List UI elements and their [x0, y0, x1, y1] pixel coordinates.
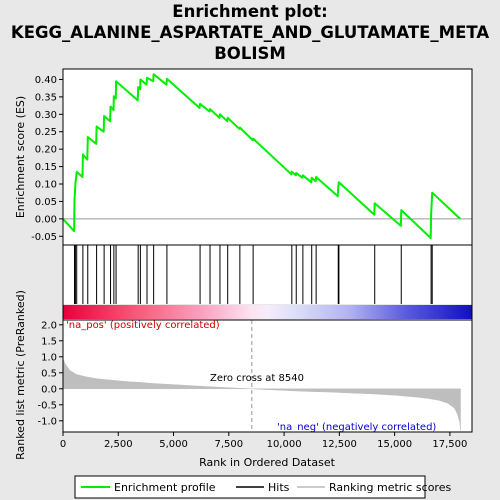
legend-hits-label: Hits	[268, 481, 290, 494]
metric-y-tick-label-1: -0.5	[37, 400, 57, 411]
hits-panel	[63, 245, 472, 304]
es-y-tick-label-9: 0.40	[35, 75, 57, 86]
x-tick-label-7: 17,500	[432, 439, 467, 450]
metric-y-tick-label-0: -1.0	[37, 416, 57, 427]
metric-panel-border	[62, 319, 473, 433]
es-plot-layer	[62, 73, 472, 239]
x-tick-label-4: 10,000	[267, 439, 302, 450]
x-tick-label-2: 5,000	[159, 439, 188, 450]
es-y-tick-label-0: -0.05	[31, 232, 57, 243]
es-y-tick-label-1: 0.00	[35, 214, 57, 225]
x-axis-label: Rank in Ordered Dataset	[199, 456, 336, 469]
es-y-tick-label-2: 0.05	[35, 197, 57, 208]
negative-correlation-label: 'na_neg' (negatively correlated)	[277, 422, 436, 433]
rank-color-bar	[63, 305, 472, 319]
es-y-tick-label-3: 0.10	[35, 180, 57, 191]
es-y-axis-label: Enrichment score (ES)	[14, 96, 27, 218]
legend-enrichment-label: Enrichment profile	[114, 481, 216, 494]
metric-y-axis-label: Ranked list metric (PreRanked)	[14, 290, 27, 460]
enrichment-profile-line	[62, 73, 461, 239]
metric-y-tick-label-4: 1.0	[41, 352, 57, 363]
x-tick-label-1: 2,500	[104, 439, 133, 450]
plot-title-line-2: KEGG_ALANINE_ASPARTATE_AND_GLUTAMATE_MET…	[11, 23, 489, 42]
ranking-metric-area	[62, 358, 461, 431]
es-y-tick-label-8: 0.35	[35, 92, 57, 103]
x-tick-label-0: 0	[60, 439, 66, 450]
x-tick-label-3: 7,500	[214, 439, 243, 450]
metric-plot-layer	[62, 320, 461, 432]
legend-metric-label: Ranking metric scores	[329, 481, 451, 494]
es-y-tick-label-5: 0.20	[35, 145, 57, 156]
metric-panel	[63, 320, 472, 432]
es-y-tick-label-6: 0.25	[35, 127, 57, 138]
metric-y-tick-label-6: 2.0	[41, 320, 57, 331]
metric-y-tick-label-5: 1.5	[41, 336, 57, 347]
hits-layer	[73, 245, 433, 304]
es-y-tick-label-7: 0.30	[35, 110, 57, 121]
es-y-tick-label-4: 0.15	[35, 162, 57, 173]
axes-layer: -0.050.000.050.100.150.200.250.300.350.4…	[31, 75, 467, 450]
es-panel	[63, 69, 472, 245]
plot-title-line-1: Enrichment plot:	[172, 2, 327, 21]
zero-cross-label: Zero cross at 8540	[210, 373, 304, 384]
plot-title-line-3: BOLISM	[214, 44, 286, 63]
x-tick-label-6: 15,000	[377, 439, 412, 450]
x-tick-label-5: 12,500	[322, 439, 357, 450]
positive-correlation-label: 'na_pos' (positively correlated)	[66, 320, 220, 331]
metric-y-tick-label-3: 0.5	[41, 368, 57, 379]
metric-y-tick-label-2: 0.0	[41, 384, 57, 395]
